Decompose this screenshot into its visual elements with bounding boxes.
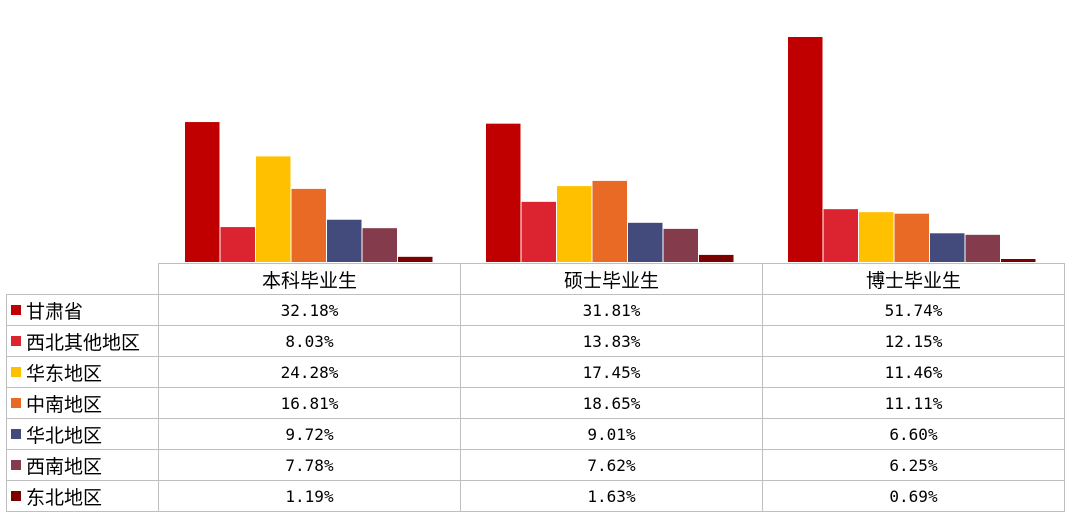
data-cell: 9.01% [460,418,763,450]
bar [256,156,291,262]
legend-swatch [11,305,21,315]
legend-entry: 华北地区 [6,418,159,450]
table-row: 东北地区 1.19% 1.63% 0.69% [6,480,1065,512]
legend-swatch [11,336,21,346]
bar [521,201,556,262]
legend-entry: 西北其他地区 [6,325,159,357]
data-cell: 1.63% [460,480,763,512]
data-cell: 1.19% [158,480,461,512]
table-row: 甘肃省 32.18% 31.81% 51.74% [6,294,1065,326]
bar [965,234,1000,262]
bar [628,222,663,262]
bar [592,180,627,262]
bar [291,188,326,262]
category-header: 博士毕业生 [762,263,1065,295]
data-cell: 11.11% [762,387,1065,419]
data-cell: 16.81% [158,387,461,419]
legend-label: 西南地区 [26,455,103,478]
bar [486,123,521,263]
legend-entry: 东北地区 [6,480,159,512]
bar [788,37,823,262]
bar [398,256,433,262]
legend-label: 东北地区 [26,486,103,509]
legend-swatch [11,491,21,501]
table-row: 中南地区 16.81% 18.65% 11.11% [6,387,1065,419]
data-cell: 7.78% [158,449,461,481]
data-cell: 24.28% [158,356,461,388]
table-row: 西南地区 7.78% 7.62% 6.25% [6,449,1065,481]
bar [823,209,858,262]
data-cell: 0.69% [762,480,1065,512]
legend-entry: 甘肃省 [6,294,159,326]
data-cell: 32.18% [158,294,461,326]
bar [699,254,734,262]
legend-swatch [11,460,21,470]
data-cell: 11.46% [762,356,1065,388]
legend-entry: 西南地区 [6,449,159,481]
legend-swatch [11,429,21,439]
bar-chart [185,37,1036,263]
table-corner [6,263,159,295]
legend-swatch [11,398,21,408]
bar [894,213,929,262]
data-cell: 18.65% [460,387,763,419]
data-cell: 31.81% [460,294,763,326]
table-row: 华东地区 24.28% 17.45% 11.46% [6,356,1065,388]
data-cell: 6.25% [762,449,1065,481]
data-cell: 7.62% [460,449,763,481]
table-row: 西北其他地区 8.03% 13.83% 12.15% [6,325,1065,357]
legend-label: 华北地区 [26,424,103,447]
data-cell: 9.72% [158,418,461,450]
data-cell: 6.60% [762,418,1065,450]
bar [663,228,698,262]
table-row: 华北地区 9.72% 9.01% 6.60% [6,418,1065,450]
legend-entry: 华东地区 [6,356,159,388]
data-cell: 17.45% [460,356,763,388]
data-table: 本科毕业生 硕士毕业生 博士毕业生 甘肃省 32.18% 31.81% 51.74% 西… [6,263,1065,512]
legend-swatch [11,367,21,377]
data-cell: 51.74% [762,294,1065,326]
legend-label: 中南地区 [26,393,103,416]
bar [220,227,255,262]
bar [557,186,592,262]
bar [185,122,220,263]
legend-entry: 中南地区 [6,387,159,419]
bar [859,212,894,262]
category-header: 本科毕业生 [158,263,461,295]
data-cell: 8.03% [158,325,461,357]
legend-label: 甘肃省 [26,300,84,323]
legend-label: 西北其他地区 [26,331,141,354]
legend-label: 华东地区 [26,362,103,385]
bar [1001,258,1036,262]
bar [930,233,965,262]
data-cell: 12.15% [762,325,1065,357]
category-header: 硕士毕业生 [460,263,763,295]
bar [327,219,362,262]
bar [362,228,397,262]
data-cell: 13.83% [460,325,763,357]
table-header-row: 本科毕业生 硕士毕业生 博士毕业生 [6,263,1065,295]
